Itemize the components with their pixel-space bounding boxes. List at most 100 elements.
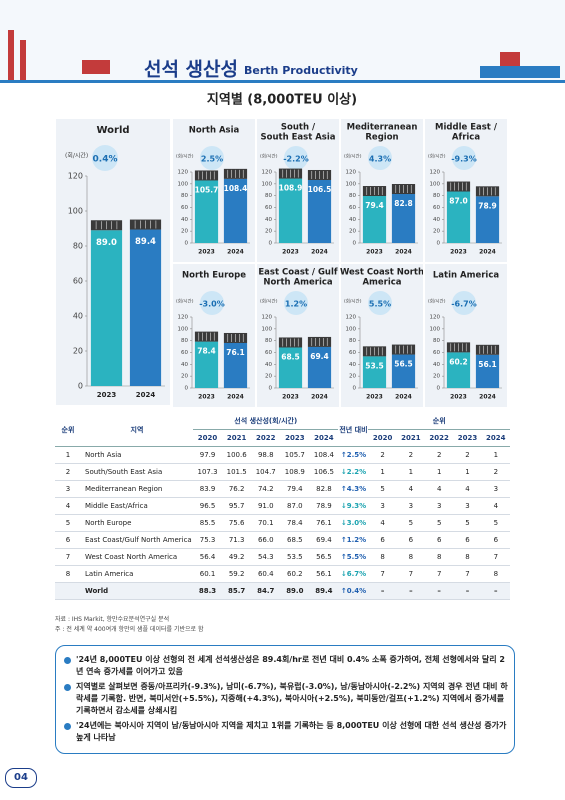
x-tick-label: 2023 <box>198 249 215 256</box>
table-cell: 8 <box>481 565 510 583</box>
table-cell: North Asia <box>81 446 193 464</box>
y-tick-label: 60 <box>433 350 440 356</box>
table-cell: Mediterranean Region <box>81 480 193 498</box>
table-cell: 4 <box>481 497 510 515</box>
table-cell: 8 <box>368 548 397 566</box>
table-cell: 56.1 <box>309 565 339 583</box>
table-cell: 7 <box>55 548 81 566</box>
bar <box>90 230 123 386</box>
change-bubble <box>368 291 392 315</box>
y-tick-label: 0 <box>353 386 357 392</box>
table-cell: 78.4 <box>280 514 310 532</box>
x-tick-label: 2023 <box>450 249 467 256</box>
table-cell: ↓2.2% <box>338 463 369 481</box>
y-axis-unit: (회/시간) <box>176 298 194 305</box>
y-tick-label: 80 <box>433 193 440 199</box>
bar <box>194 180 219 243</box>
y-tick-label: 60 <box>265 350 272 356</box>
value-label: 76.1 <box>226 348 245 357</box>
table-row: 2 South/South East Asia 107.3 101.5 104.7 108… <box>55 463 510 481</box>
table-cell: 3 <box>55 480 81 498</box>
table-cell: 순위 <box>55 413 81 447</box>
change-label: -3.0% <box>199 300 225 309</box>
table-cell: 5 <box>453 514 482 532</box>
bar <box>362 196 387 243</box>
y-tick-label: 40 <box>73 312 83 321</box>
change-label: -2.2% <box>283 155 309 164</box>
table-cell: 2 <box>396 446 426 464</box>
value-label: 108.9 <box>279 184 303 193</box>
table-cell: 54.3 <box>251 548 281 566</box>
summary-box: '24년 8,000TEU 이상 선형의 전 세계 선석생산성은 89.4회/h… <box>55 645 515 754</box>
table-cell: 68.5 <box>280 531 310 549</box>
bar <box>129 229 162 386</box>
page-number: 04 <box>5 768 37 788</box>
table-cell: ↑5.5% <box>338 548 369 566</box>
table-cell: 6 <box>481 531 510 549</box>
table-cell: 6 <box>55 531 81 549</box>
y-tick-label: 40 <box>349 217 356 223</box>
table-cell: 75.6 <box>222 514 252 532</box>
table-cell: – <box>396 582 426 600</box>
bar <box>446 191 471 243</box>
table-cell: 7 <box>425 565 454 583</box>
y-tick-label: 100 <box>262 326 273 332</box>
table-cell: 85.5 <box>193 514 223 532</box>
change-bubble <box>368 146 392 170</box>
table-cell: 107.3 <box>193 463 223 481</box>
value-label: 106.5 <box>308 185 332 194</box>
table-cell: 4 <box>425 480 454 498</box>
table-cell: Middle East/Africa <box>81 497 193 515</box>
x-tick-label: 2024 <box>227 394 244 401</box>
bar <box>475 354 500 388</box>
y-tick-label: 80 <box>181 193 188 199</box>
table-cell: 4 <box>396 480 426 498</box>
value-label: 68.5 <box>281 352 300 361</box>
table-cell: 3 <box>453 497 482 515</box>
bar <box>446 352 471 388</box>
table-cell: 7 <box>453 565 482 583</box>
table-row: 6 East Coast/Gulf North America 75.3 71.3 66… <box>55 531 510 549</box>
chart-title: West Coast North <box>340 268 424 278</box>
bar <box>391 354 416 388</box>
y-tick-label: 120 <box>68 172 83 181</box>
y-tick-label: 40 <box>181 217 188 223</box>
table-cell: 1 <box>481 446 510 464</box>
table-row: 5 North Europe 85.5 75.6 70.1 78.4 76.1 ↓3.0% 4 5… <box>55 514 510 532</box>
table-cell: 선석 생산성(회/시간) <box>193 413 339 430</box>
chart-title: East Coast / Gulf <box>258 268 338 278</box>
table-cell: 83.9 <box>193 480 223 498</box>
chart-title: South East Asia <box>261 133 336 143</box>
table-cell <box>55 582 81 600</box>
table-cell: 2024 <box>309 429 339 447</box>
table-cell: 6 <box>425 531 454 549</box>
value-label: 78.9 <box>478 201 497 210</box>
table-cell: 1 <box>55 446 81 464</box>
y-tick-label: 40 <box>265 362 272 368</box>
value-label: 78.4 <box>197 347 216 356</box>
table-cell: 1 <box>425 463 454 481</box>
change-label: -6.7% <box>451 300 477 309</box>
data-table: 순위 지역 선석 생산성(회/시간) 전년 대비 순위 2020 2021 2022 2023 2… <box>55 413 510 600</box>
table-cell: East Coast/Gulf North America <box>81 531 193 549</box>
table-cell: 8 <box>396 548 426 566</box>
y-tick-label: 100 <box>178 326 189 332</box>
table-cell: 2020 <box>368 429 397 447</box>
change-bubble <box>92 145 118 171</box>
section-title: 지역별 (8,000TEU 이상) <box>207 92 357 108</box>
table-cell: 4 <box>453 480 482 498</box>
y-tick-label: 80 <box>349 193 356 199</box>
y-axis-unit: (회/시간) <box>428 298 446 305</box>
y-tick-label: 0 <box>269 241 273 247</box>
table-cell: ↓6.7% <box>338 565 369 583</box>
value-label: 89.0 <box>96 238 117 248</box>
table-cell: 3 <box>481 480 510 498</box>
bar <box>475 196 500 243</box>
table-row: 4 Middle East/Africa 96.5 95.7 91.0 87.0 78.9 ↓… <box>55 497 510 515</box>
table-cell: 1 <box>453 463 482 481</box>
y-tick-label: 120 <box>178 315 189 321</box>
table-cell: 2 <box>368 446 397 464</box>
table-cell: 2021 <box>396 429 426 447</box>
table-cell: World <box>81 582 193 600</box>
